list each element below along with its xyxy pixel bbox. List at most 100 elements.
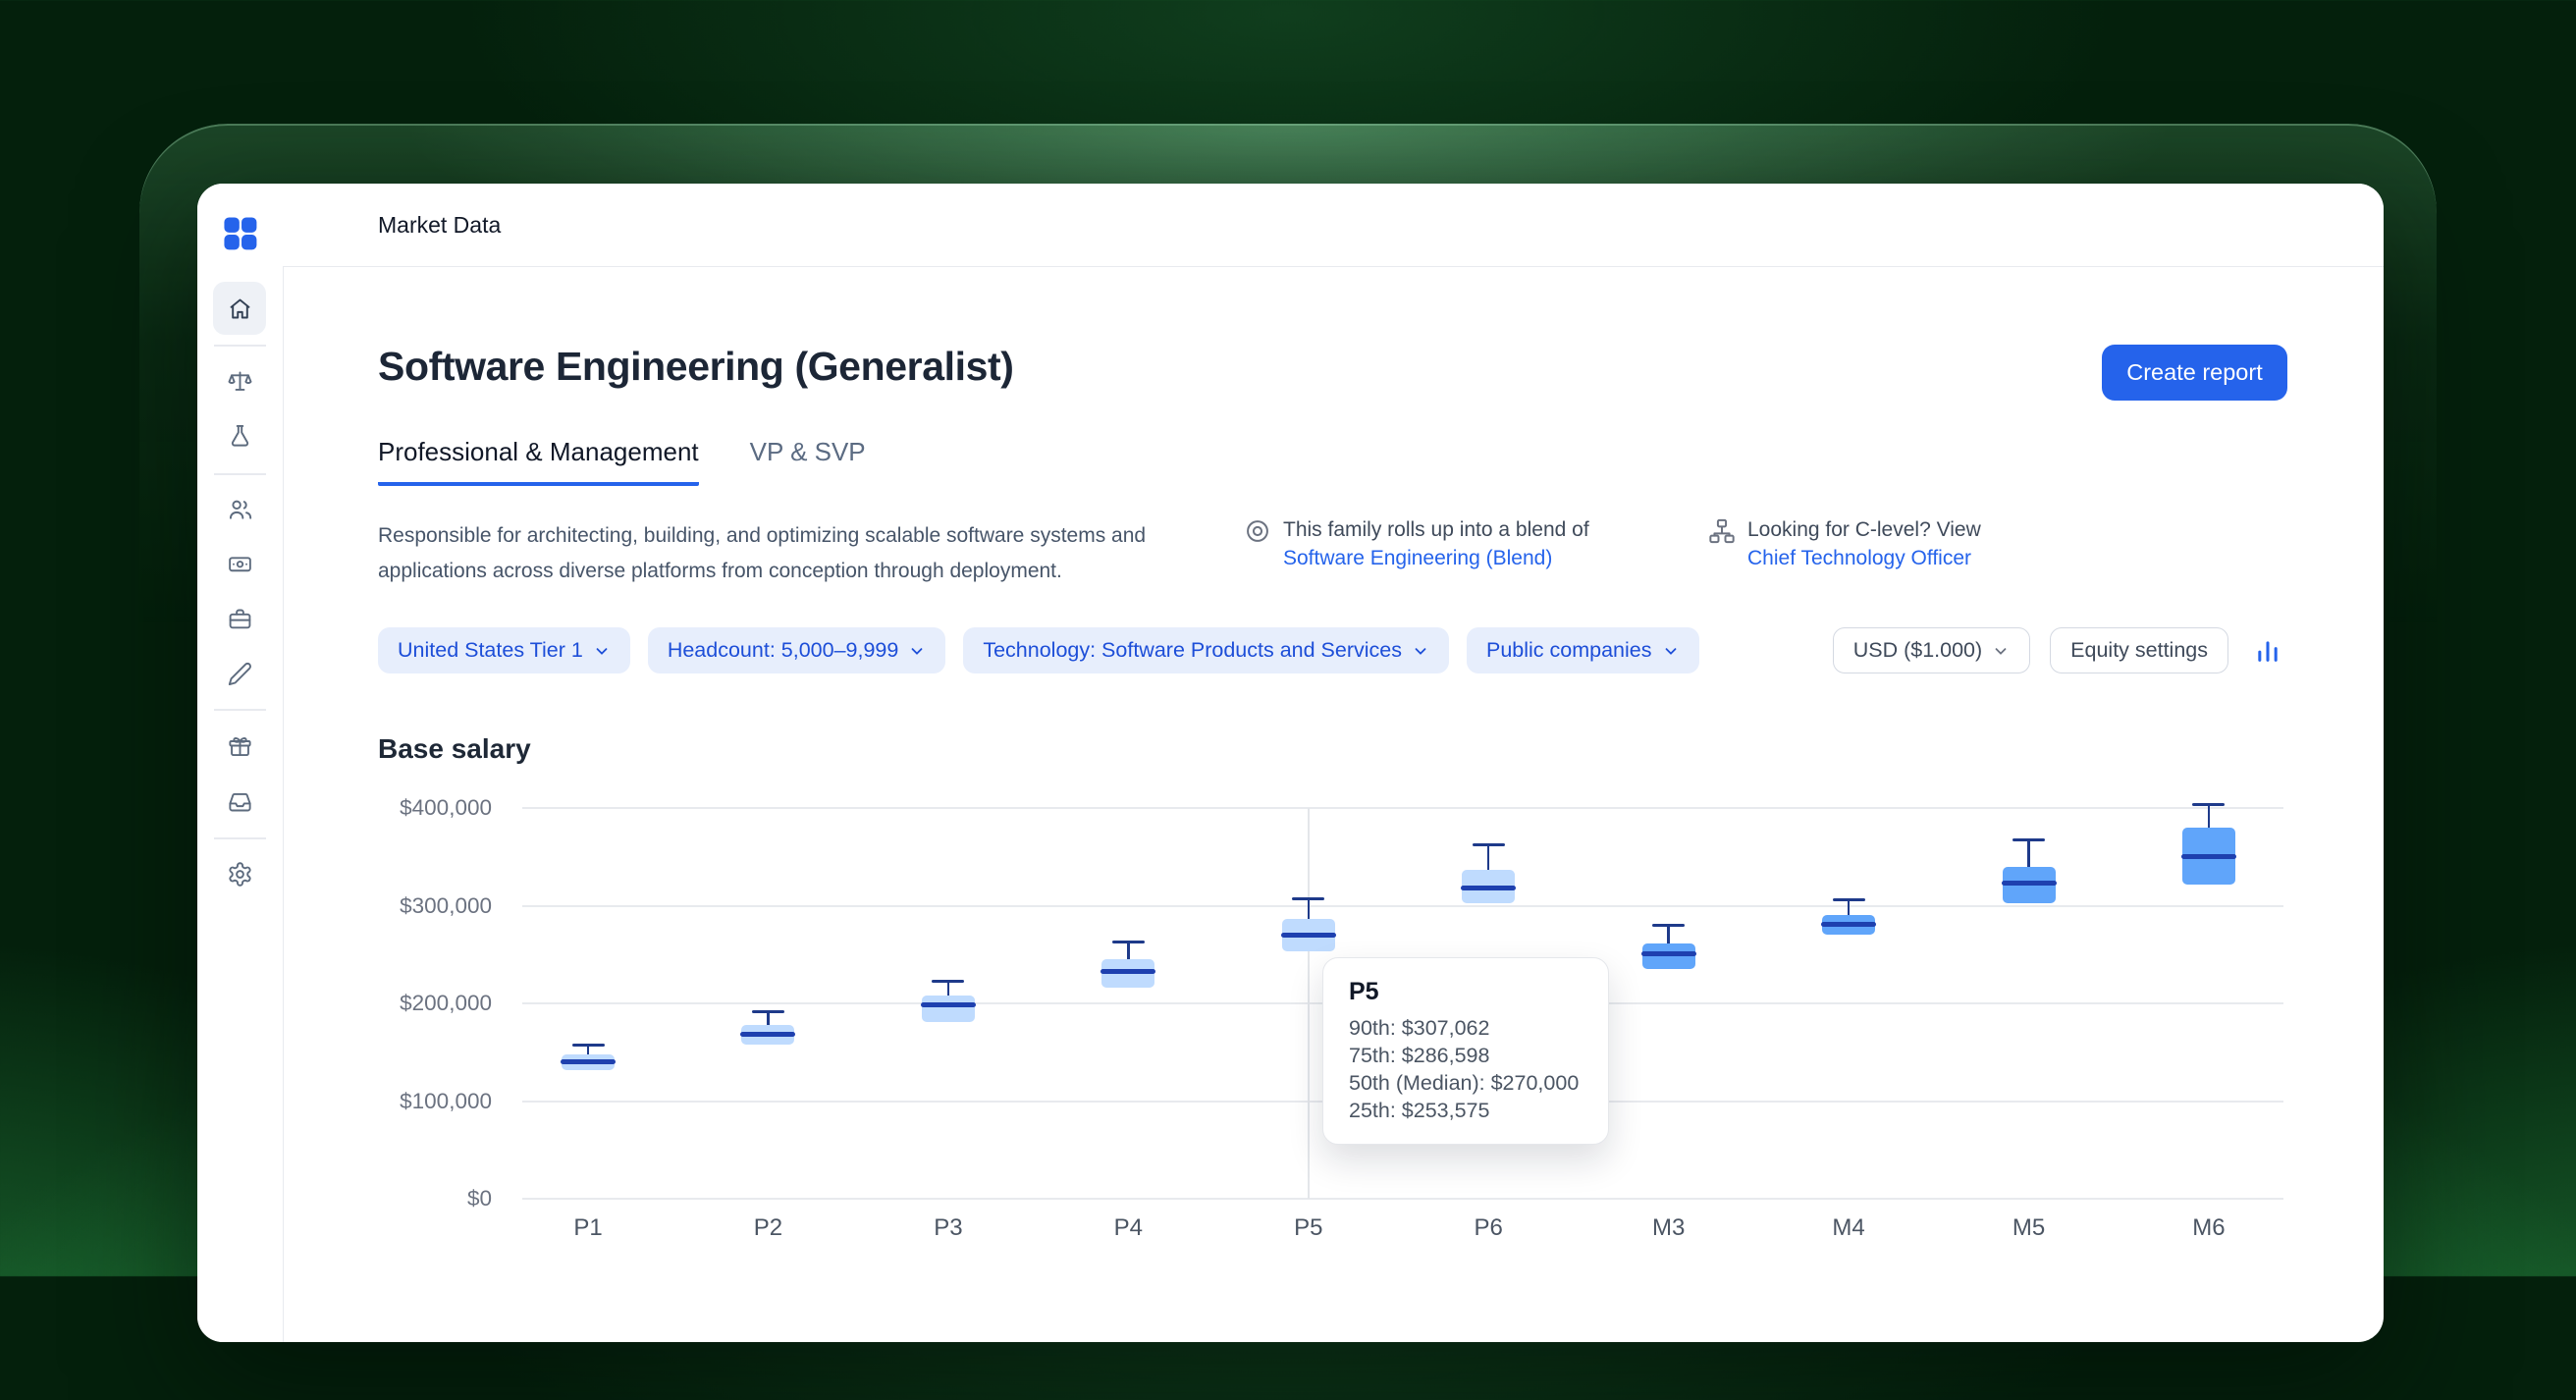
scales-icon bbox=[228, 371, 251, 391]
bar-chart-icon bbox=[2258, 640, 2278, 662]
blend-icon bbox=[1247, 520, 1268, 542]
whisker-cap bbox=[1652, 923, 1686, 927]
sidebar-divider bbox=[214, 473, 266, 475]
x-axis-label: M4 bbox=[1832, 1214, 1865, 1241]
y-axis-label: $200,000 bbox=[400, 991, 492, 1015]
gift-icon bbox=[228, 736, 251, 756]
equity-settings-label: Equity settings bbox=[2070, 638, 2208, 662]
whisker-cap bbox=[1292, 896, 1325, 900]
whisker-line bbox=[2027, 839, 2030, 867]
banknote-icon bbox=[228, 556, 251, 571]
x-axis-label: P5 bbox=[1294, 1214, 1323, 1241]
briefcase-icon bbox=[229, 609, 250, 628]
sidebar-item-edit[interactable] bbox=[213, 647, 266, 700]
equity-settings-button[interactable]: Equity settings bbox=[2050, 627, 2228, 673]
tab-professional-management[interactable]: Professional & Management bbox=[378, 437, 699, 486]
sidebar-item-home[interactable] bbox=[213, 282, 266, 335]
whisker-cap bbox=[1472, 843, 1505, 847]
chart-view-button[interactable] bbox=[2248, 627, 2287, 673]
tooltip-p50: 50th (Median): $270,000 bbox=[1349, 1071, 1580, 1095]
median-M3 bbox=[1640, 950, 1696, 956]
x-axis-label: P6 bbox=[1474, 1214, 1503, 1241]
chevron-down-icon bbox=[911, 647, 923, 655]
gridline bbox=[522, 904, 2283, 907]
sidebar-item-benefits[interactable] bbox=[213, 719, 266, 772]
filter-chip-label: Headcount: 5,000–9,999 bbox=[667, 638, 899, 662]
x-axis-label: P1 bbox=[573, 1214, 603, 1241]
clevel-note-text: Looking for C-level? View bbox=[1747, 518, 1981, 541]
median-P5 bbox=[1280, 932, 1336, 938]
filter-chip-label: United States Tier 1 bbox=[398, 638, 583, 662]
sidebar-item-benchmarks[interactable] bbox=[213, 354, 266, 407]
median-P1 bbox=[561, 1059, 616, 1065]
page-title: Software Engineering (Generalist) bbox=[378, 344, 1014, 389]
filter-chip-industry[interactable]: Technology: Software Products and Servic… bbox=[963, 627, 1449, 673]
whisker-line bbox=[1486, 844, 1490, 870]
y-axis-label: $400,000 bbox=[400, 795, 492, 820]
x-axis-label: P4 bbox=[1113, 1214, 1143, 1241]
sidebar-item-jobs[interactable] bbox=[213, 592, 266, 645]
sidebar-divider bbox=[214, 345, 266, 347]
tooltip-level: P5 bbox=[1349, 978, 1379, 1005]
currency-select-label: USD ($1.000) bbox=[1852, 638, 1983, 662]
topbar: Market Data bbox=[283, 184, 2384, 267]
whisker-cap bbox=[932, 979, 965, 983]
sidebar-divider bbox=[214, 837, 266, 839]
filter-chip-headcount[interactable]: Headcount: 5,000–9,999 bbox=[647, 627, 946, 673]
median-M5 bbox=[2001, 881, 2057, 887]
x-axis-label: M3 bbox=[1651, 1214, 1686, 1241]
currency-select[interactable]: USD ($1.000) bbox=[1832, 627, 2031, 673]
sidebar bbox=[197, 184, 284, 1342]
flask-icon bbox=[231, 424, 248, 447]
filter-chip-company-type[interactable]: Public companies bbox=[1466, 627, 1699, 673]
create-report-button[interactable]: Create report bbox=[2102, 345, 2287, 401]
sidebar-divider bbox=[214, 709, 266, 711]
box-M3[interactable] bbox=[1641, 943, 1695, 970]
chart-section-title: Base salary bbox=[378, 733, 531, 764]
gear-icon bbox=[228, 861, 251, 887]
whisker-cap bbox=[1111, 940, 1145, 943]
whisker-line bbox=[1667, 925, 1670, 944]
tab-bar: Professional & Management VP & SVP bbox=[378, 437, 866, 486]
filter-chip-label: Public companies bbox=[1485, 638, 1652, 662]
inbox-icon bbox=[228, 792, 251, 811]
x-axis-label: M5 bbox=[2012, 1214, 2046, 1241]
family-description: Responsible for architecting, building, … bbox=[378, 524, 1147, 582]
whisker-line bbox=[1847, 899, 1851, 916]
sidebar-item-employees[interactable] bbox=[213, 482, 266, 535]
median-P2 bbox=[740, 1032, 796, 1038]
sidebar-item-compensation[interactable] bbox=[213, 537, 266, 590]
app-logo-icon[interactable] bbox=[220, 213, 260, 253]
sidebar-item-lab[interactable] bbox=[213, 408, 266, 461]
y-axis-label: $0 bbox=[466, 1186, 492, 1211]
chevron-down-icon bbox=[596, 647, 608, 655]
home-icon bbox=[230, 298, 249, 318]
whisker-line bbox=[1307, 898, 1310, 919]
sidebar-item-inbox[interactable] bbox=[213, 775, 266, 828]
base-salary-chart: $0 $100,000 $200,000 $300,000 $400,000 P1 P2 P3… bbox=[197, 184, 2384, 1342]
gridline bbox=[522, 1198, 2283, 1200]
tab-vp-svp[interactable]: VP & SVP bbox=[749, 437, 866, 466]
y-axis-label: $300,000 bbox=[400, 892, 492, 918]
filter-chip-location[interactable]: United States Tier 1 bbox=[378, 627, 630, 673]
blend-link[interactable]: Software Engineering (Blend) bbox=[1283, 547, 1553, 569]
tooltip-p25: 25th: $253,575 bbox=[1349, 1099, 1490, 1122]
filter-chip-row: United States Tier 1 Headcount: 5,000–9,… bbox=[378, 627, 1699, 673]
whisker-cap bbox=[751, 1010, 784, 1014]
box-P3[interactable] bbox=[921, 996, 975, 1022]
whisker-line bbox=[1127, 942, 1130, 960]
tooltip-p75: 75th: $286,598 bbox=[1349, 1044, 1490, 1067]
chart-controls: USD ($1.000) Equity settings bbox=[1832, 627, 2287, 673]
sidebar-item-settings[interactable] bbox=[213, 847, 266, 900]
median-P3 bbox=[920, 1002, 976, 1008]
blend-note-text: This family rolls up into a blend of bbox=[1283, 518, 1589, 541]
users-icon bbox=[229, 500, 251, 519]
whisker-line bbox=[946, 981, 950, 996]
gridline bbox=[522, 807, 2283, 809]
clevel-note: Looking for C-level? View Chief Technolo… bbox=[1708, 515, 1981, 572]
cto-link[interactable]: Chief Technology Officer bbox=[1747, 547, 1972, 569]
pencil-icon bbox=[228, 662, 251, 685]
blend-note: This family rolls up into a blend of Sof… bbox=[1244, 515, 1589, 572]
whisker-line bbox=[767, 1011, 770, 1025]
whisker-cap bbox=[571, 1044, 605, 1048]
